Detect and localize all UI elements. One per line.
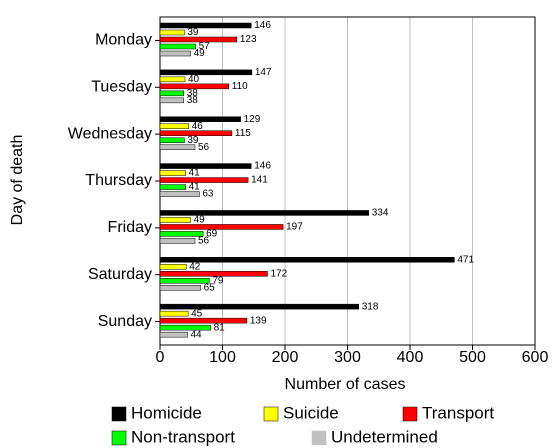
bar	[159, 177, 249, 183]
value-label: 49	[194, 215, 206, 226]
bar	[159, 303, 359, 310]
value-label: 65	[204, 282, 216, 293]
bar	[159, 271, 268, 277]
value-label: 318	[362, 301, 379, 312]
value-label: 146	[254, 161, 271, 172]
value-label: 41	[189, 168, 201, 179]
value-label: 40	[188, 74, 200, 85]
legend-swatch	[402, 406, 418, 422]
bar	[159, 264, 187, 270]
legend-label: Suicide	[283, 403, 339, 422]
bar	[159, 90, 184, 97]
value-label: 110	[232, 81, 248, 92]
bar	[159, 224, 284, 230]
bar	[159, 83, 229, 90]
value-label: 471	[457, 254, 474, 265]
value-label: 146	[254, 20, 271, 31]
legend-label: Homicide	[131, 403, 202, 422]
value-label: 81	[214, 322, 226, 333]
bar	[159, 123, 189, 129]
value-label: 79	[212, 275, 224, 286]
bar	[159, 238, 196, 244]
bar	[159, 116, 241, 122]
bar	[159, 163, 252, 169]
legend-label: Non-transport	[131, 427, 235, 446]
bar	[159, 69, 253, 76]
bar	[159, 257, 455, 263]
x-axis-label: Number of cases	[285, 376, 406, 393]
value-label: 139	[250, 315, 267, 326]
bar	[159, 97, 184, 104]
legend-label: Transport	[422, 403, 494, 422]
bar	[159, 43, 196, 50]
y-tick-label: Wednesday	[68, 125, 152, 142]
bar	[159, 137, 185, 143]
value-label: 69	[206, 229, 218, 240]
bar	[159, 191, 200, 197]
bar	[159, 285, 201, 291]
x-tick-label: 300	[334, 349, 361, 366]
value-label: 123	[240, 34, 257, 45]
x-tick-label: 400	[397, 349, 424, 366]
x-tick-label: 600	[522, 349, 549, 366]
bar	[159, 310, 189, 317]
bar	[159, 217, 191, 223]
value-label: 44	[191, 329, 203, 340]
bar	[159, 324, 211, 331]
value-label: 46	[192, 121, 204, 132]
bar	[159, 29, 185, 36]
y-tick-label: Monday	[95, 32, 152, 49]
value-label: 141	[251, 175, 268, 186]
y-tick-label: Friday	[108, 219, 152, 236]
x-tick-label: 0	[156, 349, 165, 366]
legend-swatch	[263, 406, 279, 422]
bar	[159, 22, 252, 29]
bar	[159, 210, 369, 216]
legend-swatch	[311, 430, 327, 446]
bar	[159, 278, 210, 284]
value-label: 38	[187, 88, 199, 99]
bar	[159, 331, 188, 338]
y-tick-label: Sunday	[98, 313, 152, 330]
x-tick-label: 500	[459, 349, 486, 366]
value-label: 41	[189, 182, 201, 193]
bar	[159, 184, 186, 190]
x-tick-label: 200	[272, 349, 299, 366]
bar	[159, 144, 196, 150]
value-label: 42	[189, 261, 201, 272]
value-label: 129	[244, 114, 261, 125]
bar	[159, 130, 233, 136]
value-label: 39	[187, 27, 199, 38]
bar	[159, 50, 191, 57]
bar	[159, 170, 186, 176]
value-label: 45	[191, 308, 203, 319]
bar	[159, 36, 238, 43]
y-tick-label: Tuesday	[91, 79, 152, 96]
value-label: 334	[372, 208, 389, 219]
value-label: 38	[187, 95, 199, 106]
bar	[159, 76, 186, 83]
bar	[159, 231, 204, 237]
y-tick-label: Thursday	[85, 172, 152, 189]
value-label: 147	[255, 67, 272, 78]
legend-label: Undetermined	[331, 427, 438, 446]
value-label: 115	[235, 128, 251, 139]
value-label: 39	[187, 135, 199, 146]
value-label: 56	[198, 142, 210, 153]
y-axis-label: Day of death	[9, 135, 26, 226]
y-tick-label: Saturday	[88, 266, 152, 283]
legend-swatch	[111, 430, 127, 446]
value-label: 49	[194, 48, 206, 59]
value-label: 56	[198, 236, 210, 247]
x-tick-label: 100	[209, 349, 236, 366]
bar	[159, 317, 248, 324]
value-label: 63	[202, 189, 214, 200]
value-label: 197	[286, 222, 303, 233]
legend-swatch	[111, 406, 127, 422]
value-label: 57	[199, 41, 211, 52]
value-label: 172	[271, 268, 288, 279]
